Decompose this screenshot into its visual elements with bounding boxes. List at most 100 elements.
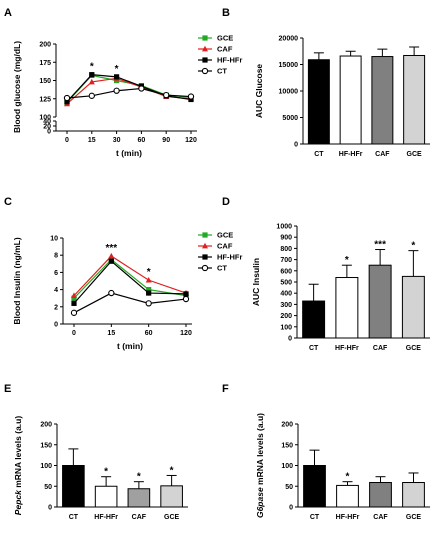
x-tick-label: GCE [164,514,180,521]
data-point-hf-hfr [71,300,77,306]
bar-caf [368,264,392,339]
y-tick-label: 150 [281,442,293,449]
bar-gce [160,485,183,508]
panel-label-A: A [4,7,12,19]
y-tick-label: 20 [43,124,51,131]
x-tick-label: HF-HFr [336,514,360,521]
data-point-ct [70,309,78,316]
y-tick-label: 5000 [282,115,298,122]
y-tick-label: 100 [281,463,293,470]
y-tick-label: 15000 [279,62,299,69]
data-point-ct [145,300,152,307]
legend-marker-caf [202,242,208,249]
significance-marker: * [170,465,174,476]
series-line-gce [73,258,187,299]
data-point-ct [182,295,190,303]
significance-marker: * [345,255,349,266]
x-tick-label: 120 [180,330,192,337]
legend-marker-gce [202,232,208,238]
y-tick-label: 400 [280,291,292,298]
data-point-ct [88,92,95,99]
x-tick-label: 15 [88,137,96,144]
bar-gce [403,54,426,145]
y-axis-label-unit: mRNA levels (a.u) [13,416,23,490]
series-line-hf-hfr [66,74,192,103]
x-tick-label: 30 [113,137,121,144]
legend-marker-ct [201,264,209,272]
x-tick-label: CAF [375,151,390,158]
panel-label-E: E [4,383,11,395]
y-axis-label: G6pase mRNA levels (a.u) [255,413,265,518]
legend-label-hf-hfr: HF-HFr [217,253,242,262]
y-tick-label: 300 [280,302,292,309]
significance-marker: * [90,62,94,73]
y-tick-label: 40 [43,119,51,126]
x-tick-label: 0 [65,137,69,144]
data-point-ct [63,94,71,102]
bar-gce [402,482,425,508]
legend-label-ct: CT [217,264,227,273]
data-point-hf-hfr [146,290,152,296]
x-tick-label: HF-HFr [339,151,363,158]
x-tick-label: 60 [138,137,146,144]
y-axis-label: Pepck mRNA levels (a.u) [13,416,23,516]
data-point-ct [163,91,170,99]
y-tick-label: 600 [280,268,292,275]
y-tick-label: 900 [280,235,292,242]
data-point-ct [113,87,120,94]
significance-marker: * [147,267,151,278]
legend-label-ct: CT [217,67,227,76]
bar-caf [371,56,394,145]
x-tick-label: 90 [162,137,170,144]
significance-marker: * [346,472,350,483]
significance-marker: * [411,241,415,252]
bar-hf-hfr [336,484,359,508]
x-tick-label: GCE [406,514,422,521]
x-tick-label: CAF [132,514,147,521]
y-tick-label: 4 [54,287,58,294]
significance-marker: *** [374,240,386,251]
series-line-caf [73,255,187,297]
data-point-ct [108,289,115,297]
legend-label-hf-hfr: HF-HFr [217,56,242,65]
bar-ct [307,59,330,145]
y-axis-label: Blood Insulin (ng/mL) [12,237,22,325]
y-tick-label: 2 [54,304,58,311]
x-tick-label: HF-HFr [94,514,118,521]
x-tick-label: CT [310,514,320,521]
series-line-gce [66,74,192,103]
legend-marker-hf-hfr [202,57,208,63]
y-tick-label: 10 [50,236,58,243]
bar-caf [369,482,392,508]
x-tick-label: CT [314,151,324,158]
x-tick-label: CAF [373,345,388,352]
bar-hf-hfr [335,277,359,339]
data-point-caf [71,292,77,299]
y-tick-label: 800 [280,246,292,253]
data-point-hf-hfr [114,74,120,80]
y-axis-label: AUC Insulin [251,258,261,306]
x-tick-label: 15 [107,330,115,337]
y-tick-label: 200 [280,313,292,320]
panel-label-F: F [222,383,229,395]
y-tick-label: 50 [285,484,293,491]
x-axis-label: t (min) [117,341,143,351]
x-tick-label: HF-HFr [335,345,359,352]
series-line-hf-hfr [73,260,187,304]
y-axis-label-unit: mRNA levels (a.u) [255,413,265,487]
legend-label-gce: GCE [217,231,233,240]
y-axis-label: Blood glucose (mg/dL) [12,41,22,133]
bar-ct [303,465,326,508]
data-point-hf-hfr [183,291,189,297]
y-tick-label: 150 [39,78,51,85]
data-point-hf-hfr [64,99,70,105]
y-tick-label: 125 [39,96,51,103]
y-tick-label: 200 [40,422,52,429]
data-point-hf-hfr [108,258,114,264]
y-axis-label-gene: Pepck [13,489,23,515]
series-line-ct [66,87,192,99]
y-tick-label: 0 [289,505,293,512]
significance-marker: * [115,64,119,75]
bar-hf-hfr [339,55,362,145]
